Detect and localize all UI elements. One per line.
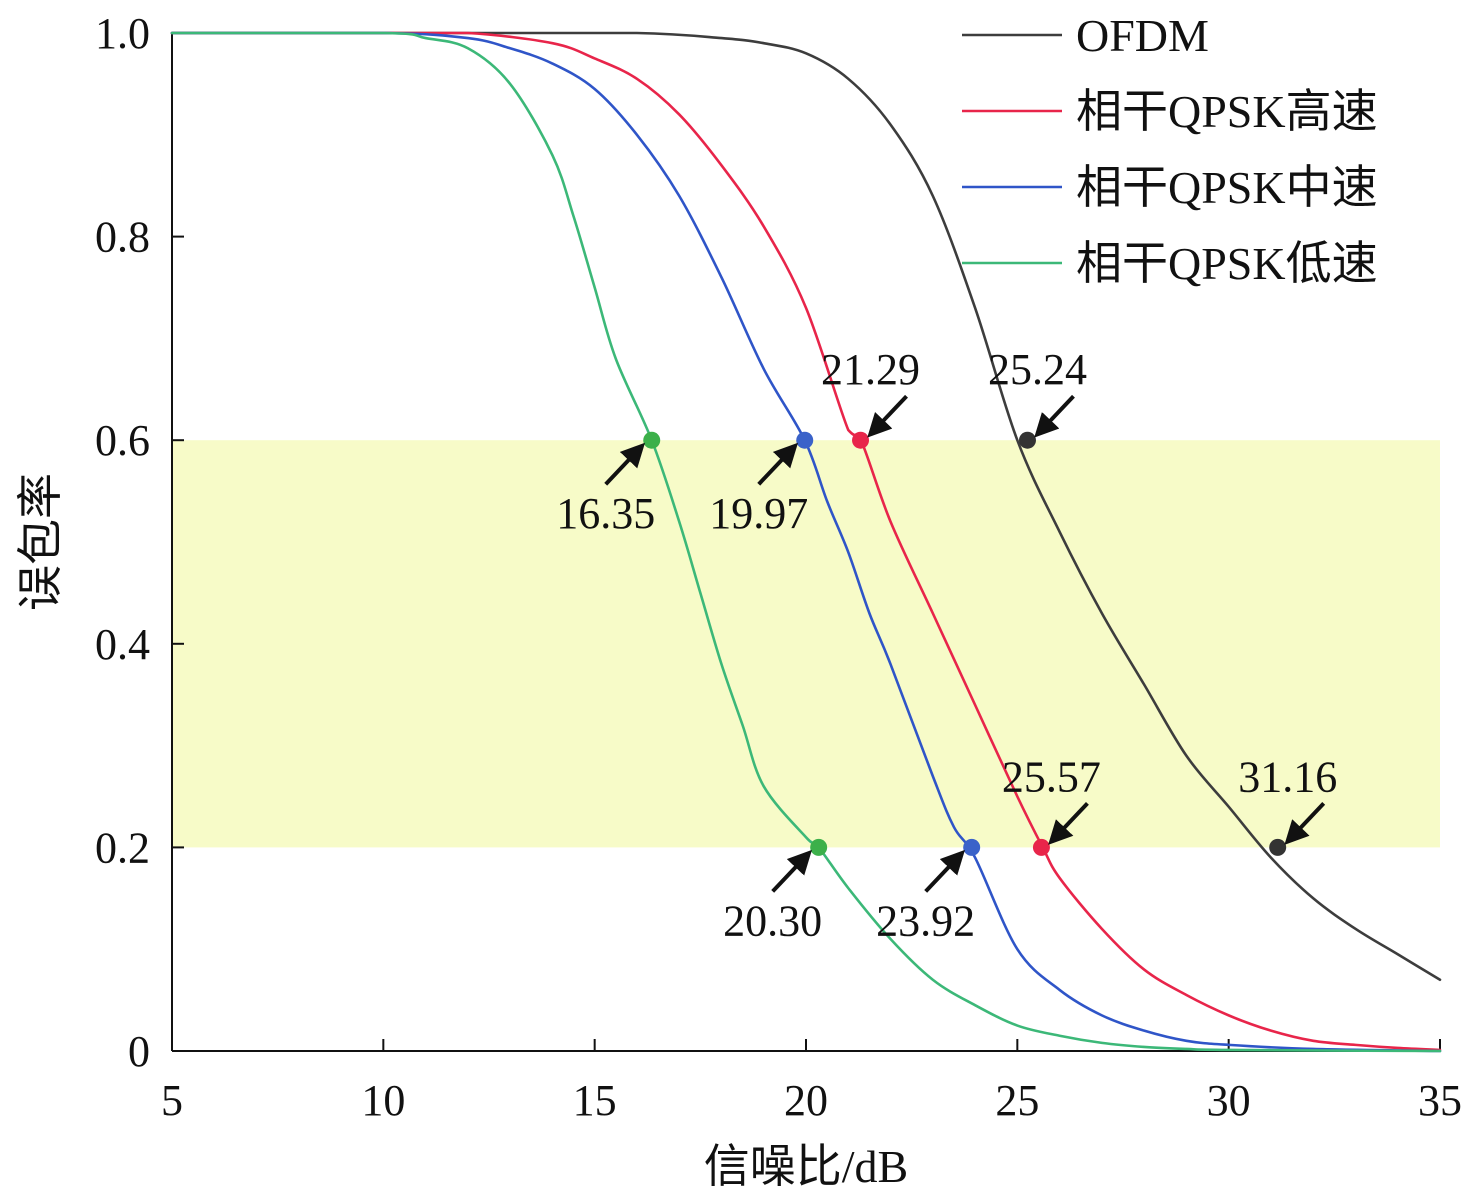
annotation-arrow	[1048, 802, 1089, 845]
x-tick-label: 25	[995, 1076, 1039, 1125]
annotation-label: 23.92	[876, 896, 975, 945]
annotation-label: 20.30	[723, 896, 822, 945]
legend-label-1: 相干QPSK高速	[1076, 86, 1378, 137]
data-point-marker	[963, 838, 981, 856]
annotation-label: 19.97	[709, 489, 808, 538]
y-tick-label: 0.2	[95, 823, 150, 872]
x-tick-label: 20	[784, 1076, 828, 1125]
series-line-2	[170, 31, 1442, 1053]
legend-label-2: 相干QPSK中速	[1076, 162, 1378, 213]
x-tick-label: 5	[161, 1076, 183, 1125]
annotation-arrow	[867, 394, 908, 438]
annotation-arrow	[924, 849, 965, 893]
annotation-label: 21.29	[821, 345, 920, 394]
data-point-marker	[1032, 838, 1050, 856]
annotation-label: 25.24	[988, 345, 1087, 394]
annotation-label: 25.57	[1002, 752, 1101, 801]
x-axis-title: 信噪比/dB	[704, 1141, 908, 1192]
y-tick-label: 1.0	[95, 9, 150, 58]
x-tick-label: 10	[361, 1076, 405, 1125]
data-point-marker	[796, 431, 814, 449]
series-line-3	[170, 31, 1442, 1053]
legend-label-0: OFDM	[1076, 10, 1209, 61]
data-point-marker	[1269, 838, 1287, 856]
legend-label-3: 相干QPSK低速	[1076, 238, 1378, 289]
x-tick-label: 30	[1207, 1076, 1251, 1125]
data-point-marker	[852, 431, 870, 449]
series-line-0	[170, 31, 1442, 982]
data-point-marker	[1018, 431, 1036, 449]
y-tick-label: 0.4	[95, 620, 150, 669]
annotation-layer: 25.24 31.16 21.29 25.57 19.97 23.92 16.35 20.30	[556, 345, 1337, 945]
y-tick-label: 0	[128, 1027, 150, 1076]
data-point-marker	[810, 838, 828, 856]
annotation-label: 31.16	[1238, 752, 1337, 801]
y-tick-label: 0.8	[95, 213, 150, 262]
annotation-arrow	[604, 442, 646, 486]
highlight-band	[172, 440, 1440, 848]
y-axis-title: 误包率	[15, 473, 66, 611]
annotation-label: 16.35	[556, 489, 655, 538]
series-layer	[170, 31, 1442, 1053]
annotation-arrow	[771, 849, 812, 893]
x-tick-label: 35	[1418, 1076, 1462, 1125]
annotation-arrow	[1284, 802, 1326, 845]
series-line-1	[170, 31, 1442, 1052]
x-tick-label: 15	[573, 1076, 617, 1125]
data-point-marker	[643, 431, 661, 449]
y-tick-label: 0.6	[95, 416, 150, 465]
annotation-arrow	[1034, 394, 1075, 438]
highlight-band-layer	[172, 440, 1440, 848]
annotation-arrow	[757, 442, 799, 486]
axes-layer: 5 10 15 20 25 30 35 0 0.2 0.4 0.6 0.8 1.0	[95, 9, 1462, 1125]
